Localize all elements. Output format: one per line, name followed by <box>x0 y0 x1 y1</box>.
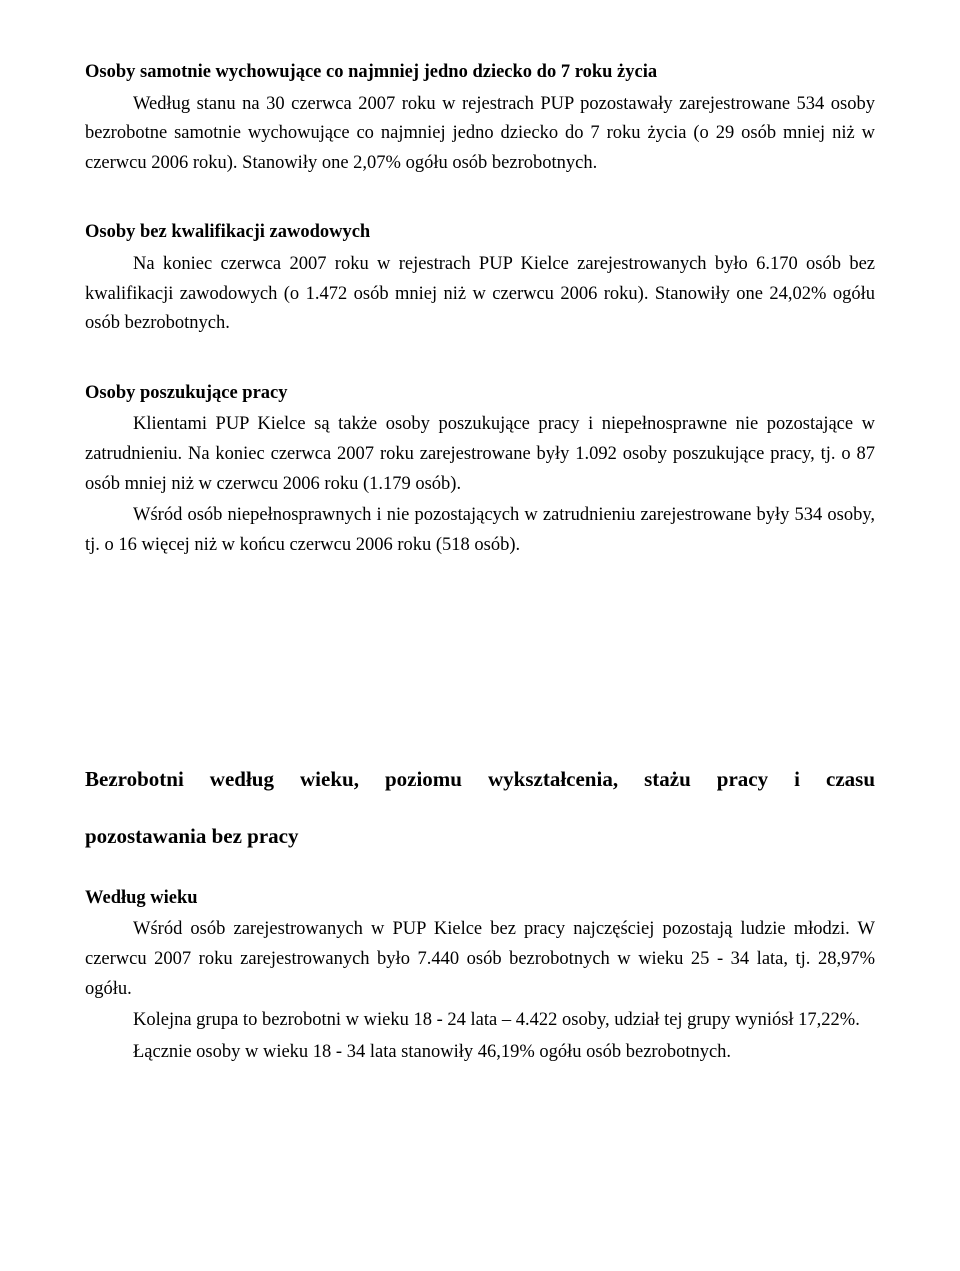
paragraph-sec4-p3: Łącznie osoby w wieku 18 - 34 lata stano… <box>85 1038 875 1068</box>
paragraph-sec3-p2: Wśród osób niepełnosprawnych i nie pozos… <box>85 501 875 560</box>
major-heading-line2: pozostawania bez pracy <box>85 820 875 854</box>
paragraph-sec4-p1: Wśród osób zarejestrowanych w PUP Kielce… <box>85 915 875 1004</box>
paragraph-sec1-p1: Według stanu na 30 czerwca 2007 roku w r… <box>85 90 875 179</box>
heading-sec3: Osoby poszukujące pracy <box>85 379 875 409</box>
paragraph-sec3-p1: Klientami PUP Kielce są także osoby posz… <box>85 410 875 499</box>
heading-sec2: Osoby bez kwalifikacji zawodowych <box>85 218 875 248</box>
heading-sec4: Według wieku <box>85 884 875 914</box>
paragraph-sec2-p1: Na koniec czerwca 2007 roku w rejestrach… <box>85 250 875 339</box>
spacer <box>85 180 875 200</box>
document-page: Osoby samotnie wychowujące co najmniej j… <box>0 0 960 1271</box>
spacer <box>85 341 875 361</box>
paragraph-sec4-p2: Kolejna grupa to bezrobotni w wieku 18 -… <box>85 1006 875 1036</box>
major-heading-line1: Bezrobotni według wieku, poziomu wykszta… <box>85 760 875 800</box>
heading-sec1: Osoby samotnie wychowujące co najmniej j… <box>85 58 875 88</box>
